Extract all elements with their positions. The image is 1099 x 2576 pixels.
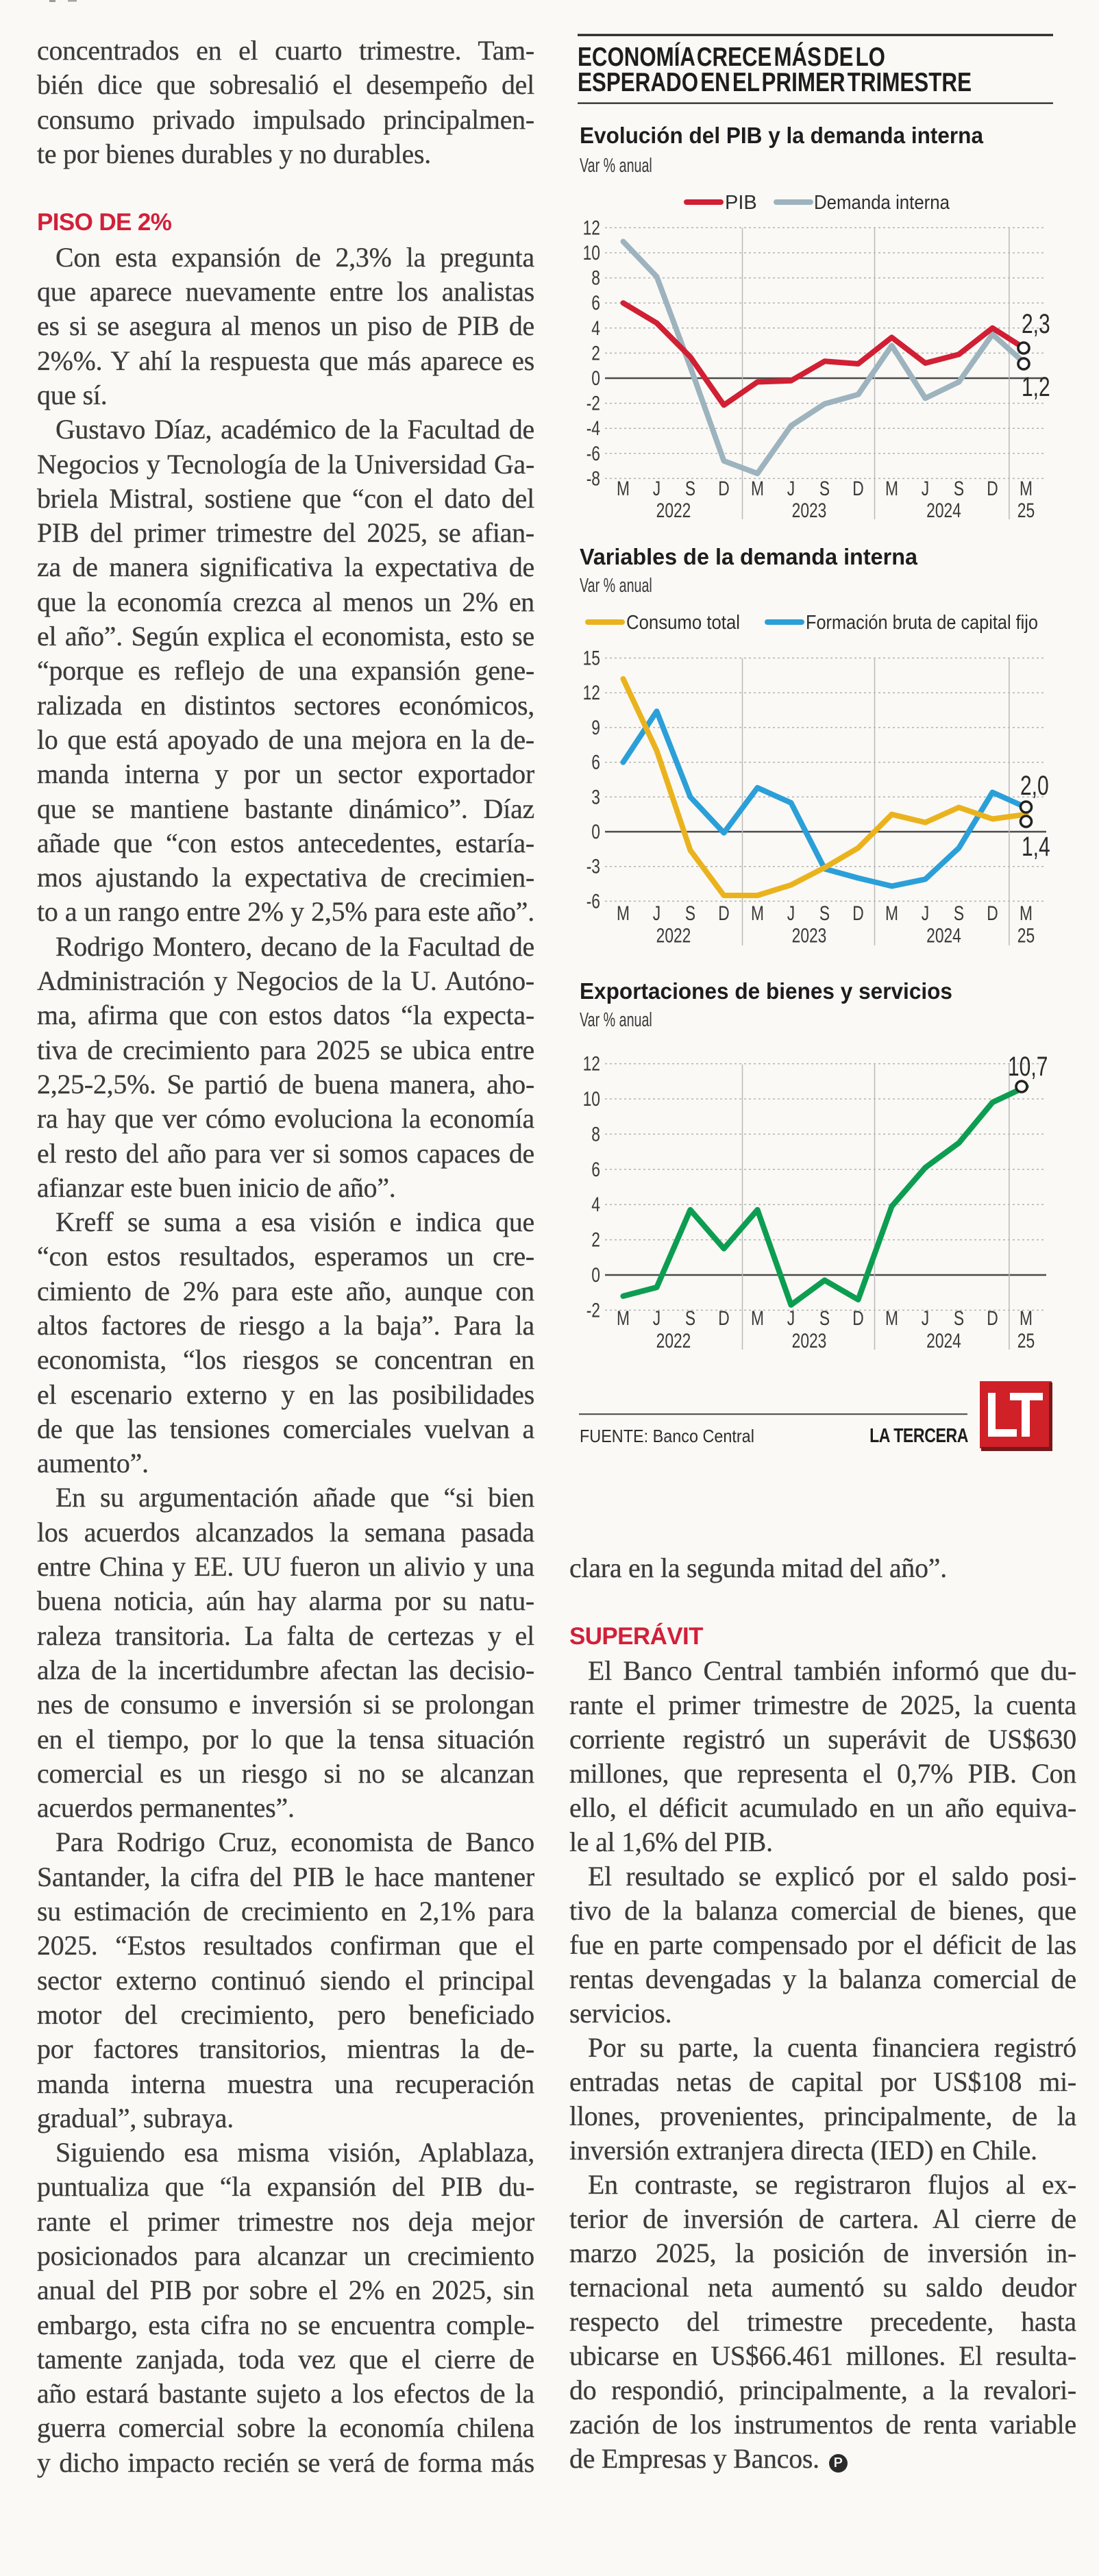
svg-text:M: M <box>1020 1307 1033 1330</box>
svg-text:M: M <box>617 1307 630 1330</box>
svg-text:10,7: 10,7 <box>1008 1052 1048 1082</box>
svg-text:25: 25 <box>1017 499 1035 522</box>
svg-text:1,4: 1,4 <box>1022 832 1050 862</box>
svg-text:Variables de la demanda intern: Variables de la demanda interna <box>580 544 918 569</box>
svg-text:S: S <box>819 1307 830 1330</box>
svg-text:FUENTE: Banco Central: FUENTE: Banco Central <box>580 1426 754 1446</box>
svg-text:2024: 2024 <box>926 499 961 522</box>
svg-text:2024: 2024 <box>926 1330 961 1352</box>
svg-text:D: D <box>852 902 864 925</box>
svg-text:-6: -6 <box>586 443 600 465</box>
svg-text:2,3: 2,3 <box>1022 309 1050 339</box>
svg-text:3: 3 <box>591 786 600 808</box>
svg-text:M: M <box>885 478 898 500</box>
svg-text:0: 0 <box>591 821 600 843</box>
svg-text:2023: 2023 <box>792 499 827 522</box>
svg-text:D: D <box>987 1307 998 1330</box>
svg-text:J: J <box>922 902 929 925</box>
svg-text:2022: 2022 <box>656 925 691 948</box>
svg-text:2024: 2024 <box>926 925 961 948</box>
svg-text:25: 25 <box>1017 925 1035 948</box>
svg-text:M: M <box>751 1307 764 1330</box>
svg-text:LA TERCERA: LA TERCERA <box>869 1425 968 1447</box>
svg-text:D: D <box>718 902 730 925</box>
svg-text:M: M <box>751 478 764 500</box>
svg-text:15: 15 <box>583 647 600 670</box>
svg-text:S: S <box>819 902 830 925</box>
svg-text:Exportaciones de bienes y serv: Exportaciones de bienes y servicios <box>580 978 952 1004</box>
svg-text:8: 8 <box>591 267 600 290</box>
svg-text:-8: -8 <box>586 467 600 490</box>
svg-text:M: M <box>617 902 630 925</box>
svg-text:J: J <box>653 902 660 925</box>
svg-text:2022: 2022 <box>656 499 691 522</box>
svg-text:2: 2 <box>591 1229 600 1252</box>
svg-text:4: 4 <box>591 1193 600 1216</box>
svg-text:2: 2 <box>591 342 600 364</box>
svg-text:8: 8 <box>591 1123 600 1145</box>
svg-text:J: J <box>922 1307 929 1330</box>
svg-text:6: 6 <box>591 752 600 774</box>
svg-text:S: S <box>954 902 964 925</box>
svg-text:2022: 2022 <box>656 1330 691 1352</box>
svg-text:6: 6 <box>591 1159 600 1181</box>
svg-text:M: M <box>885 902 898 925</box>
svg-text:J: J <box>787 478 795 500</box>
svg-text:D: D <box>718 478 730 500</box>
svg-text:M: M <box>885 1307 898 1330</box>
svg-text:4: 4 <box>591 317 600 340</box>
svg-text:S: S <box>685 478 695 500</box>
svg-text:S: S <box>685 902 695 925</box>
svg-text:Var % anual: Var % anual <box>580 1009 652 1031</box>
svg-text:J: J <box>653 1307 660 1330</box>
svg-text:-2: -2 <box>586 1299 600 1322</box>
svg-text:M: M <box>1020 902 1033 925</box>
svg-text:10: 10 <box>583 242 600 264</box>
svg-text:S: S <box>685 1307 695 1330</box>
svg-text:J: J <box>922 478 929 500</box>
svg-text:ESPERADO EN EL PRIMER TRIMESTR: ESPERADO EN EL PRIMER TRIMESTRE <box>578 68 972 97</box>
svg-text:M: M <box>617 478 630 500</box>
svg-text:-3: -3 <box>586 856 600 878</box>
svg-text:S: S <box>819 478 830 500</box>
svg-text:Formación bruta de capital fij: Formación bruta de capital fijo <box>806 612 1038 634</box>
svg-text:6: 6 <box>591 292 600 314</box>
svg-text:-2: -2 <box>586 393 600 415</box>
svg-text:Var % anual: Var % anual <box>580 575 652 597</box>
svg-text:J: J <box>787 902 795 925</box>
svg-text:PIB: PIB <box>725 192 757 214</box>
svg-text:0: 0 <box>591 367 600 390</box>
svg-text:ECONOMÍA CRECE MÁS DE LO: ECONOMÍA CRECE MÁS DE LO <box>578 42 885 72</box>
svg-text:D: D <box>718 1307 730 1330</box>
svg-text:2,0: 2,0 <box>1020 771 1049 801</box>
svg-text:10: 10 <box>583 1088 600 1111</box>
svg-text:12: 12 <box>583 216 600 239</box>
svg-text:1,2: 1,2 <box>1022 372 1050 402</box>
svg-text:0: 0 <box>591 1264 600 1287</box>
svg-text:S: S <box>954 1307 964 1330</box>
svg-text:Evolución del PIB y la demanda: Evolución del PIB y la demanda interna <box>580 123 984 148</box>
svg-text:D: D <box>987 478 998 500</box>
svg-text:Consumo total: Consumo total <box>626 612 740 634</box>
svg-text:D: D <box>852 478 864 500</box>
svg-text:S: S <box>954 478 964 500</box>
svg-text:Var % anual: Var % anual <box>580 155 652 177</box>
svg-text:12: 12 <box>583 1053 600 1076</box>
svg-text:25: 25 <box>1017 1330 1035 1352</box>
svg-text:-6: -6 <box>586 890 600 913</box>
svg-text:D: D <box>852 1307 864 1330</box>
svg-text:M: M <box>751 902 764 925</box>
svg-text:-4: -4 <box>586 417 600 440</box>
svg-text:12: 12 <box>583 682 600 704</box>
svg-text:9: 9 <box>591 717 600 739</box>
svg-text:2023: 2023 <box>792 1330 827 1352</box>
svg-text:J: J <box>787 1307 795 1330</box>
svg-text:2023: 2023 <box>792 925 827 948</box>
svg-text:Demanda interna: Demanda interna <box>814 192 950 214</box>
svg-text:M: M <box>1020 478 1033 500</box>
svg-text:D: D <box>987 902 998 925</box>
svg-text:J: J <box>653 478 660 500</box>
